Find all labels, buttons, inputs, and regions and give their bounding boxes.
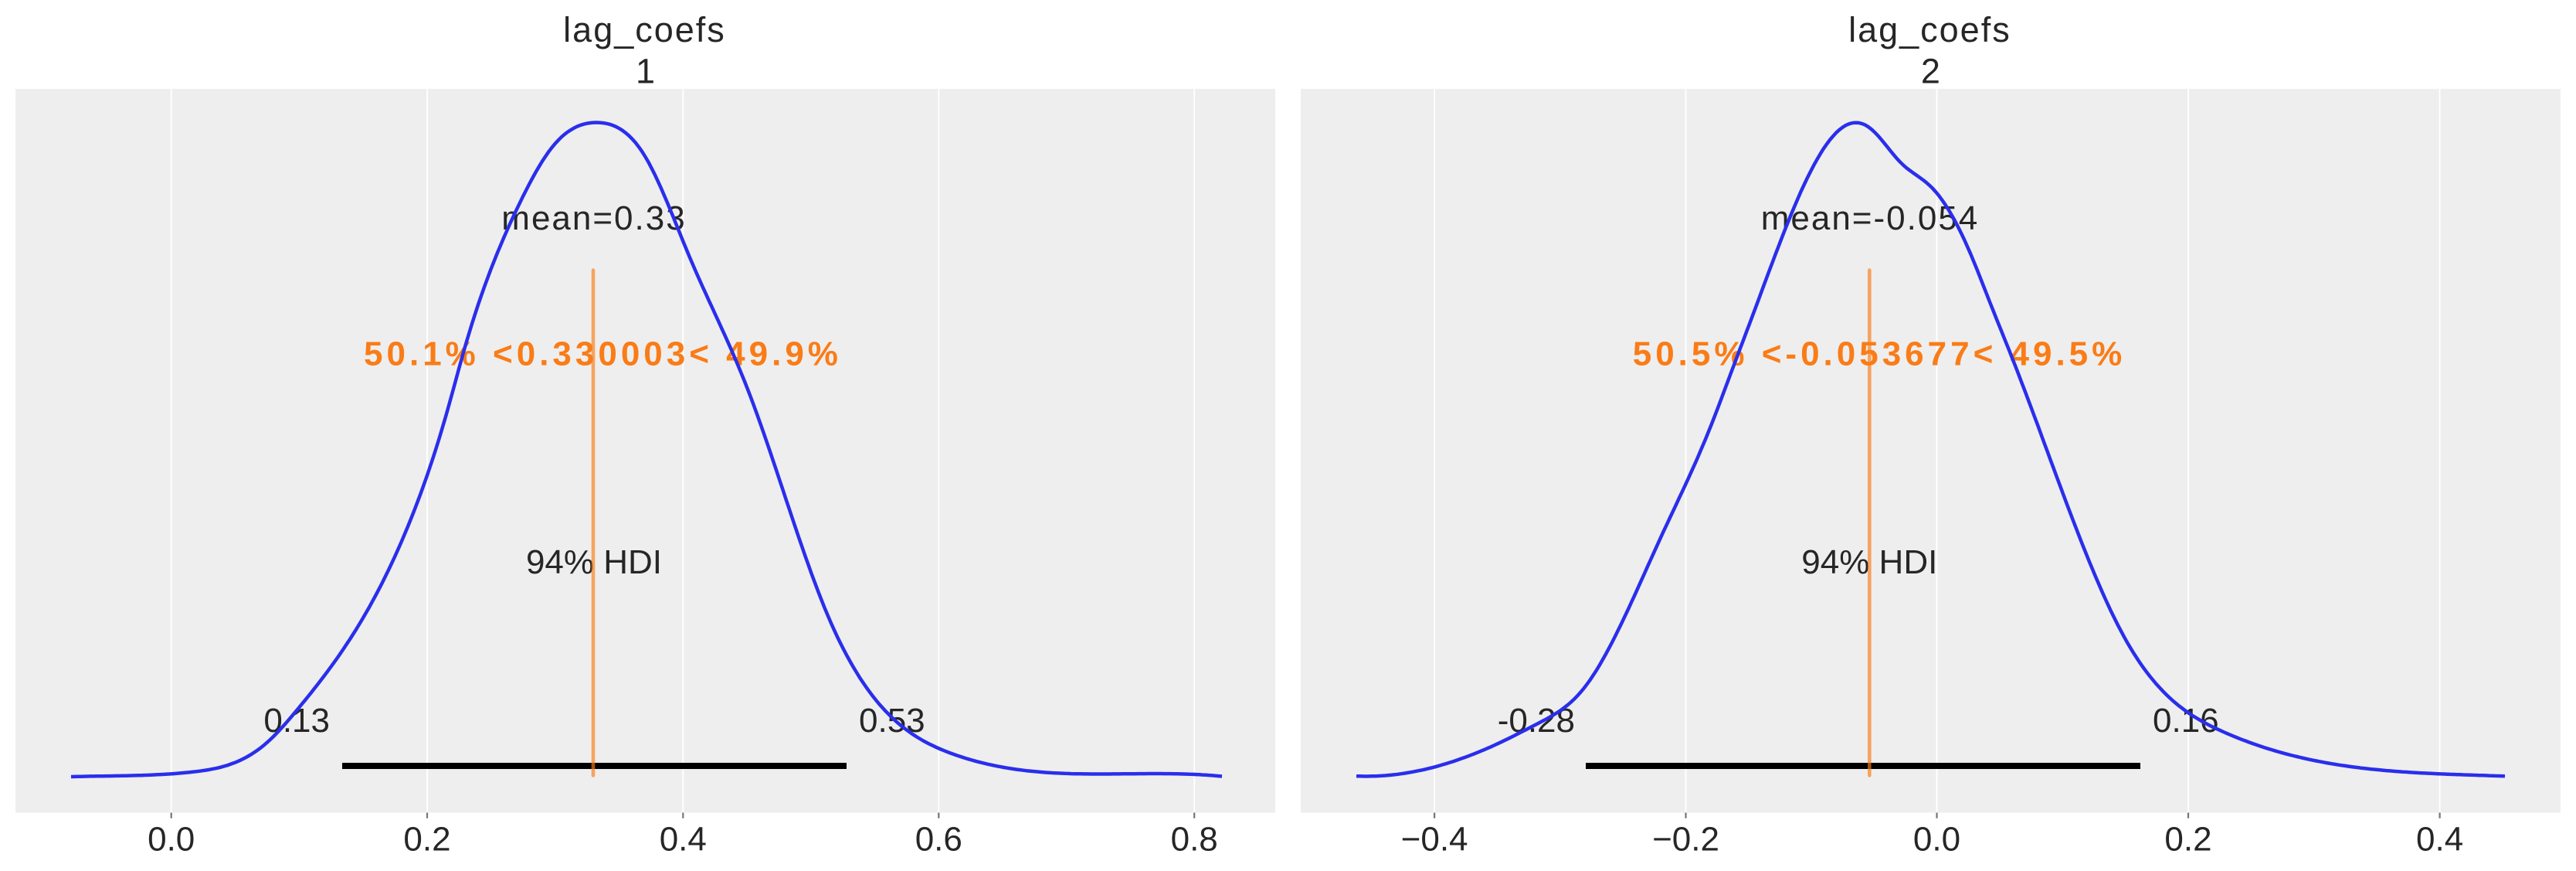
svg-text:mean=-0.054: mean=-0.054 [1761, 199, 1980, 237]
svg-text:2: 2 [1921, 52, 1940, 91]
svg-text:1: 1 [636, 52, 655, 91]
svg-text:0.4: 0.4 [660, 821, 707, 859]
svg-text:lag_coefs: lag_coefs [563, 10, 726, 49]
svg-text:lag_coefs: lag_coefs [1848, 10, 2011, 49]
svg-text:0.16: 0.16 [2153, 702, 2219, 740]
svg-text:50.1% <0.330003< 49.9%: 50.1% <0.330003< 49.9% [364, 335, 842, 373]
svg-text:50.5% <-0.053677< 49.5%: 50.5% <-0.053677< 49.5% [1633, 335, 2126, 373]
svg-text:mean=0.33: mean=0.33 [501, 199, 686, 237]
svg-text:0.2: 0.2 [2164, 821, 2211, 859]
svg-text:0.0: 0.0 [148, 821, 195, 859]
svg-text:0.6: 0.6 [915, 821, 962, 859]
svg-text:−0.4: −0.4 [1401, 821, 1468, 859]
svg-text:0.2: 0.2 [403, 821, 450, 859]
svg-text:0.4: 0.4 [2416, 821, 2463, 859]
svg-text:0.8: 0.8 [1171, 821, 1218, 859]
svg-text:0.0: 0.0 [1913, 821, 1960, 859]
svg-text:−0.2: −0.2 [1652, 821, 1719, 859]
